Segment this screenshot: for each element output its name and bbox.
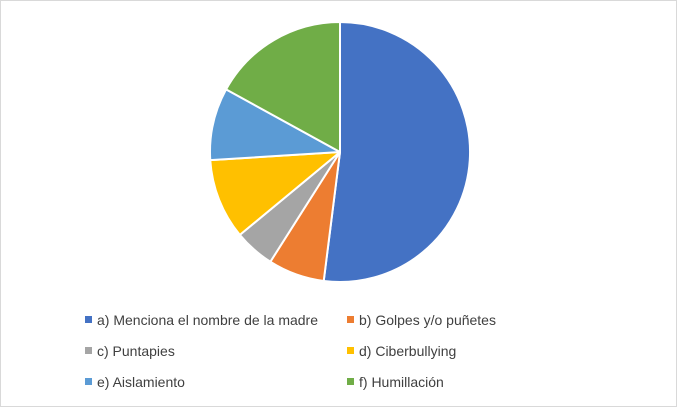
legend-swatch-5 (85, 378, 92, 385)
legend-swatch-2 (347, 316, 354, 323)
legend-swatch-3 (85, 347, 92, 354)
pie-slice-6 (225, 21, 341, 153)
legend-swatch-1 (85, 316, 92, 323)
pie-slices (209, 21, 471, 283)
pie-slice-4 (209, 151, 341, 236)
legend-swatch-4 (347, 347, 354, 354)
legend-label-1: a) Menciona el nombre de la madre (97, 312, 318, 328)
legend-label-6: f) Humillación (359, 374, 444, 390)
legend-label-3: c) Puntapies (97, 343, 175, 359)
legend-swatch-6 (347, 378, 354, 385)
legend: a) Menciona el nombre de la madre b) Golp… (85, 312, 496, 390)
legend-label-4: d) Ciberbullying (359, 343, 456, 359)
pie-slice-1 (322, 21, 471, 283)
legend-label-2: b) Golpes y/o puñetes (359, 312, 496, 328)
legend-label-5: e) Aislamiento (97, 374, 185, 390)
